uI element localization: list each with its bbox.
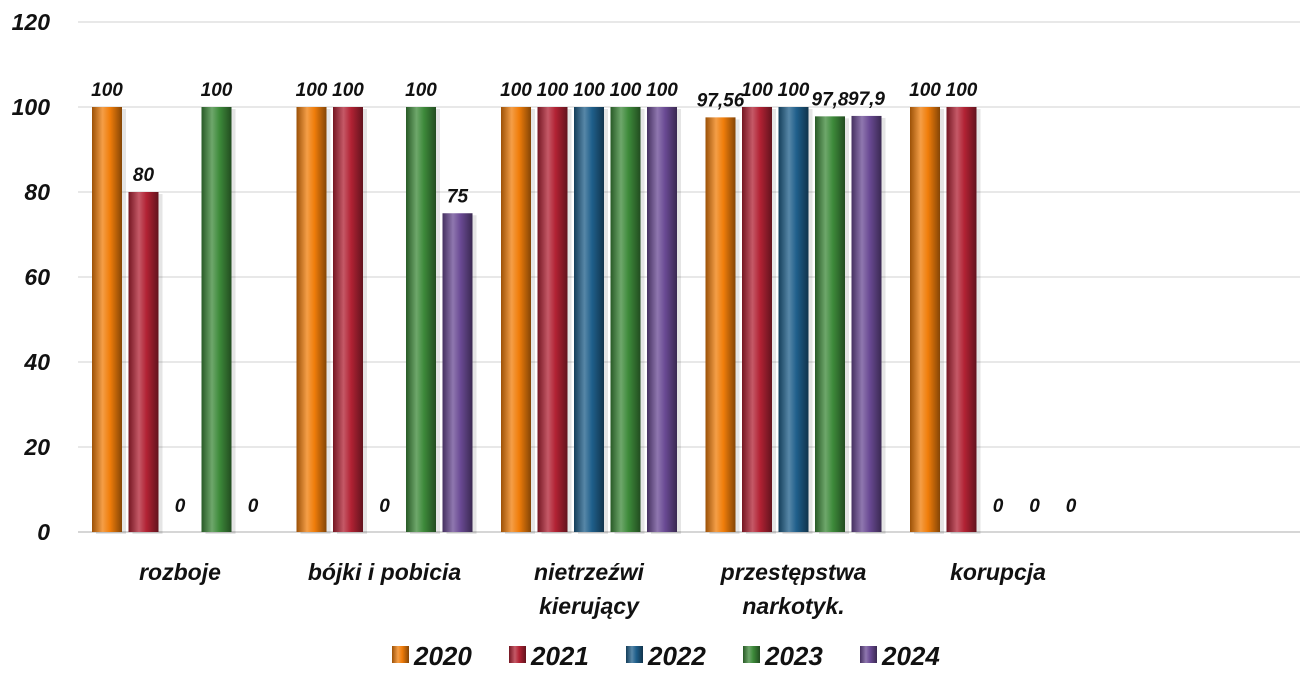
legend: 2020 2021 2022 2023 2024: [392, 641, 940, 671]
y-tick-label: 0: [37, 519, 50, 545]
bar-2020-1: [296, 107, 327, 532]
legend-swatch: [392, 646, 409, 663]
category-label: bójki i pobicia: [308, 559, 462, 585]
data-label: 100: [741, 80, 773, 101]
y-tick-label: 20: [23, 434, 50, 460]
data-label: 100: [405, 80, 437, 101]
category-label: przestępstwa: [720, 559, 867, 585]
bar-2021-4: [946, 107, 977, 532]
y-axis: 0 20 40 60 80 100 120: [12, 9, 51, 545]
y-tick-label: 80: [24, 179, 50, 205]
bar-2024-3: [851, 115, 882, 533]
legend-label: 2023: [764, 641, 823, 671]
legend-label: 2022: [647, 641, 706, 671]
data-label: 97,8: [812, 89, 849, 110]
data-label: 100: [946, 80, 978, 101]
data-label: 100: [201, 80, 233, 101]
y-tick-label: 60: [24, 264, 50, 290]
y-tick-label: 120: [12, 9, 51, 35]
data-label: 100: [646, 80, 678, 101]
data-label: 100: [610, 80, 642, 101]
bar-2020-3: [705, 117, 736, 533]
y-tick-label: 100: [12, 94, 51, 120]
data-label: 80: [133, 165, 155, 186]
category-label: korupcja: [950, 559, 1046, 585]
data-label: 100: [91, 80, 123, 101]
data-label: 75: [447, 186, 469, 207]
bar-2021-2: [537, 107, 568, 532]
category-label: nietrzeźwi: [534, 559, 645, 585]
bar-2021-0: [128, 192, 159, 532]
bar-2024-1: [442, 213, 473, 532]
data-label: 97,9: [848, 89, 885, 110]
bar-2024-2: [647, 107, 677, 532]
legend-swatch: [626, 646, 643, 663]
bar-2020-2: [501, 107, 531, 532]
data-label: 100: [778, 80, 810, 101]
bar-2020-4: [910, 107, 940, 532]
data-label: 100: [909, 80, 941, 101]
legend-swatch: [509, 646, 526, 663]
data-label: 100: [296, 80, 328, 101]
legend-swatch: [860, 646, 877, 663]
data-label: 0: [379, 496, 390, 517]
category-label: rozboje: [139, 559, 221, 585]
y-tick-label: 40: [23, 349, 50, 375]
legend-label: 2021: [530, 641, 589, 671]
bar-2023-0: [201, 107, 232, 532]
data-label: 0: [175, 496, 186, 517]
bar-2022-2: [574, 107, 604, 532]
data-label: 0: [993, 496, 1004, 517]
category-label: kierujący: [539, 593, 640, 619]
bar-2023-3: [815, 116, 845, 532]
bar-2022-3: [778, 107, 809, 532]
data-label: 0: [1066, 496, 1077, 517]
data-label: 100: [332, 80, 364, 101]
bar-2020-0: [92, 107, 122, 532]
bar-2023-2: [610, 107, 641, 532]
bar-2021-1: [333, 107, 363, 532]
data-label: 100: [537, 80, 569, 101]
legend-label: 2020: [413, 641, 472, 671]
data-label: 97,56: [697, 90, 745, 111]
bars: [92, 107, 981, 535]
x-axis: rozboje bójki i pobicia nietrzeźwi kierując…: [139, 559, 1046, 619]
data-label: 0: [248, 496, 259, 517]
bar-2023-1: [406, 107, 436, 532]
legend-label: 2024: [881, 641, 940, 671]
gridlines: [78, 21, 1300, 533]
data-label: 100: [573, 80, 605, 101]
bar-2021-3: [742, 107, 772, 532]
data-label: 0: [1029, 496, 1040, 517]
category-label: narkotyk.: [742, 593, 844, 619]
legend-swatch: [743, 646, 760, 663]
data-label: 100: [500, 80, 532, 101]
